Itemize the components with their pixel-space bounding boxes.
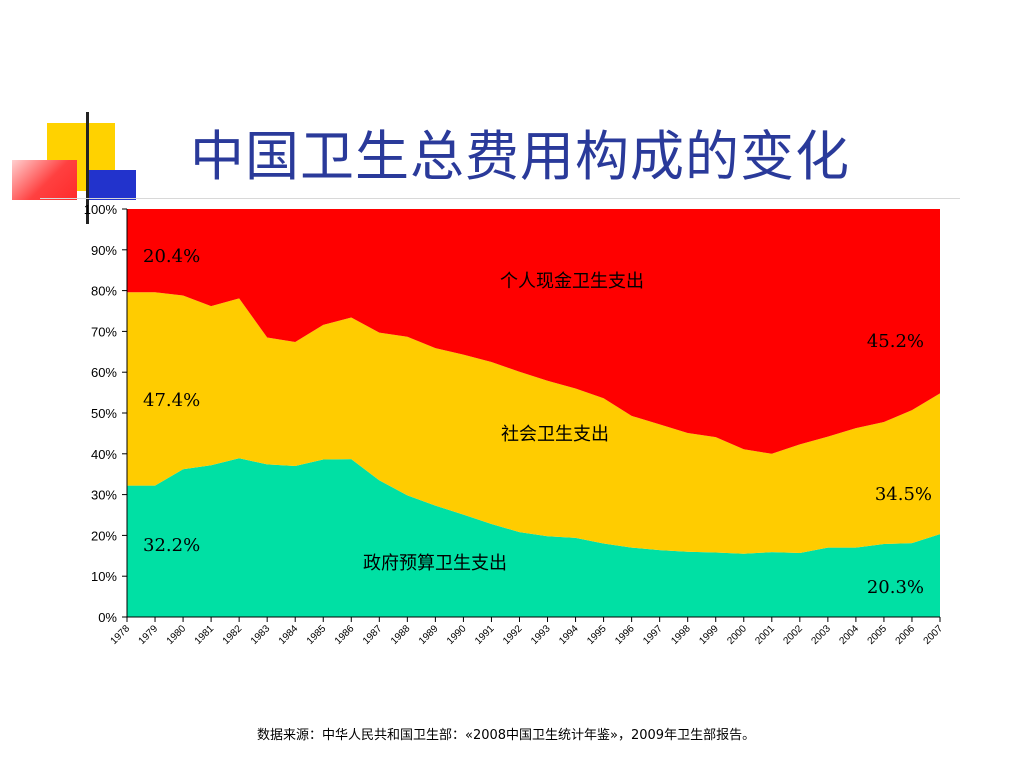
- series-label: 政府预算卫生支出: [363, 553, 507, 574]
- x-tick-label: 1999: [697, 623, 721, 647]
- source-note: 数据来源：中华人民共和国卫生部：«2008中国卫生统计年鉴»，2009年卫生部报…: [257, 728, 756, 743]
- data-label: 47.4%: [143, 390, 200, 411]
- x-tick-label: 2001: [753, 623, 777, 647]
- x-tick-label: 1991: [473, 623, 497, 647]
- x-tick-label: 1996: [613, 623, 637, 647]
- slide-title: 中国卫生总费用构成的变化: [190, 125, 850, 188]
- y-tick-label: 60%: [91, 365, 117, 380]
- x-tick-label: 1979: [137, 623, 161, 647]
- series-label: 社会卫生支出: [501, 424, 609, 445]
- area-layers: [127, 209, 940, 617]
- chart-labels: 20.4% 47.4% 32.2% 45.2% 34.5% 20.3% 个人现金卫生支出社会…: [143, 246, 932, 598]
- y-tick-label: 10%: [91, 569, 117, 584]
- deco-vertical-line: [86, 112, 89, 224]
- area-social: [127, 292, 940, 554]
- area-government: [127, 458, 940, 617]
- deco-horizontal-line: [40, 198, 960, 199]
- x-tick-label: 1987: [361, 623, 385, 647]
- x-tick-label: 2004: [838, 623, 862, 647]
- x-tick-label: 1983: [249, 623, 273, 647]
- x-tick-label: 1992: [501, 623, 525, 647]
- x-tick-label: 1982: [221, 623, 245, 647]
- y-tick-label: 50%: [91, 406, 117, 421]
- y-tick-label: 70%: [91, 324, 117, 339]
- y-tick-label: 20%: [91, 528, 117, 543]
- x-tick-label: 1988: [389, 623, 413, 647]
- x-tick-label: 1998: [669, 623, 693, 647]
- area-out_of_pocket: [127, 209, 940, 454]
- x-tick-label: 1990: [445, 623, 469, 647]
- x-tick-label: 2006: [894, 623, 918, 647]
- x-tick-label: 1980: [165, 623, 189, 647]
- deco-blue-block: [88, 170, 136, 200]
- stacked-area-chart: 0% 10% 20% 30% 40% 50% 60% 70% 80% 90% 100% 1978 197…: [84, 202, 946, 647]
- data-label: 45.2%: [867, 331, 924, 352]
- data-label: 20.3%: [867, 577, 924, 598]
- x-tick-label: 1993: [529, 623, 553, 647]
- x-tick-label: 1978: [109, 623, 133, 647]
- y-tick-label: 100%: [84, 202, 118, 217]
- y-tick-label: 0%: [98, 610, 117, 625]
- x-tick-label: 1989: [417, 623, 441, 647]
- series-label: 个人现金卫生支出: [500, 271, 644, 292]
- y-tick-label: 40%: [91, 447, 117, 462]
- y-tick-label: 80%: [91, 284, 117, 299]
- x-tick-label: 2002: [781, 623, 805, 647]
- deco-red-block: [12, 160, 77, 200]
- x-tick-label: 1985: [305, 623, 329, 647]
- y-tick-label: 90%: [91, 243, 117, 258]
- x-tick-label: 1994: [557, 623, 581, 647]
- x-tick-label: 2003: [809, 623, 833, 647]
- y-tick-label: 30%: [91, 488, 117, 503]
- x-tick-label: 1984: [277, 623, 301, 647]
- x-tick-label: 1995: [585, 623, 609, 647]
- data-label: 20.4%: [143, 246, 200, 267]
- x-tick-label: 1997: [641, 623, 665, 647]
- data-label: 32.2%: [143, 535, 200, 556]
- data-label: 34.5%: [875, 484, 932, 505]
- x-tick-label: 2000: [725, 623, 749, 647]
- x-tick-label: 1981: [193, 623, 217, 647]
- x-tick-label: 1986: [333, 623, 357, 647]
- x-tick-label: 2005: [866, 623, 890, 647]
- x-tick-label: 2007: [922, 623, 946, 647]
